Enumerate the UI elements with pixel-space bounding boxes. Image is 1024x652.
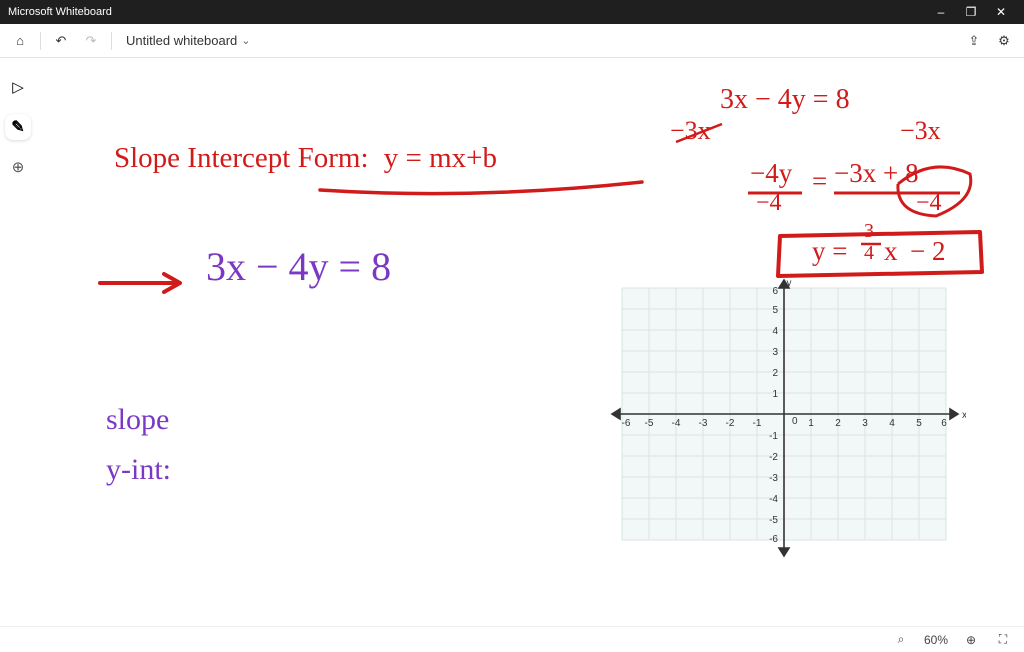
svg-text:-3: -3 (699, 418, 708, 429)
home-button[interactable]: ⌂ (8, 29, 32, 53)
window-titlebar: Microsoft Whiteboard – ❐ ✕ (0, 0, 1024, 24)
maximize-button[interactable]: ❐ (956, 5, 986, 19)
redo-icon: ↷ (86, 33, 97, 49)
toolbar-separator (40, 32, 41, 50)
toolbar-separator (111, 32, 112, 50)
undo-button[interactable]: ↶ (49, 29, 73, 53)
svg-text:-1: -1 (769, 431, 778, 442)
svg-text:5: 5 (916, 418, 922, 429)
ink-work-line2b: −3x (900, 116, 941, 146)
svg-text:0: 0 (792, 416, 798, 427)
svg-text:4: 4 (772, 326, 778, 337)
undo-icon: ↶ (56, 33, 67, 49)
svg-text:1: 1 (772, 389, 778, 400)
ink-text-slope-label: slope (106, 403, 169, 437)
zoom-level: 60% (924, 633, 948, 647)
svg-text:-1: -1 (753, 418, 762, 429)
ink-tool[interactable]: ✎ (5, 114, 31, 140)
settings-button[interactable]: ⚙ (992, 29, 1016, 53)
ink-underline (316, 176, 646, 200)
select-tool[interactable]: ▷ (5, 74, 31, 100)
svg-text:4: 4 (889, 418, 895, 429)
redo-button[interactable]: ↷ (79, 29, 103, 53)
svg-text:6: 6 (772, 286, 778, 297)
coordinate-grid: y x 0 -1 -2 -3 -4 -5 -6 1 2 3 4 5 6 1 2 3 4 5 6 -1 -2 -3 -… (606, 278, 966, 568)
svg-text:-2: -2 (769, 452, 778, 463)
zoom-search-button[interactable]: ⌕ (892, 631, 910, 649)
svg-text:-3: -3 (769, 473, 778, 484)
app-toolbar: ⌂ ↶ ↷ Untitled whiteboard ⌄ ⇪ ⚙ (0, 24, 1024, 58)
fit-icon: ⛶ (999, 632, 1007, 647)
ink-arrow (94, 268, 194, 298)
whiteboard-canvas[interactable]: Slope Intercept Form: y = mx+b 3x − 4y =… (36, 58, 1024, 626)
close-button[interactable]: ✕ (986, 5, 1016, 19)
svg-text:-4: -4 (672, 418, 681, 429)
ink-work-eq: = (812, 166, 827, 197)
svg-text:-4: -4 (769, 494, 778, 505)
ink-circle-scribble (892, 154, 978, 224)
pen-icon: ✎ (11, 117, 24, 137)
add-tool[interactable]: ⊕ (5, 154, 31, 180)
ink-work-line1: 3x − 4y = 8 (720, 84, 850, 116)
svg-text:-5: -5 (769, 515, 778, 526)
svg-text:5: 5 (772, 305, 778, 316)
cursor-icon: ▷ (12, 78, 24, 96)
document-name: Untitled whiteboard (126, 33, 237, 48)
window-title: Microsoft Whiteboard (8, 6, 926, 18)
svg-text:x: x (962, 410, 966, 421)
svg-text:-5: -5 (645, 418, 654, 429)
side-toolbar: ▷ ✎ ⊕ (0, 58, 36, 180)
gear-icon: ⚙ (998, 33, 1010, 49)
svg-text:2: 2 (772, 368, 778, 379)
plus-circle-icon: ⊕ (12, 158, 25, 176)
ink-text-title: Slope Intercept Form: y = mx+b (114, 142, 497, 175)
minimize-button[interactable]: – (926, 5, 956, 19)
status-bar: ⌕ 60% ⊕ ⛶ (0, 626, 1024, 652)
zoom-in-icon: ⊕ (966, 633, 976, 647)
svg-text:-6: -6 (769, 534, 778, 545)
svg-text:1: 1 (808, 418, 814, 429)
ink-work-numL: −4y (750, 158, 792, 189)
svg-text:-6: -6 (622, 418, 631, 429)
svg-text:6: 6 (941, 418, 947, 429)
fit-screen-button[interactable]: ⛶ (994, 631, 1012, 649)
svg-text:3: 3 (772, 347, 778, 358)
ink-strike (672, 118, 726, 148)
ink-text-yint-label: y-int: (106, 453, 171, 487)
home-icon: ⌂ (16, 33, 24, 48)
ink-work-denL: −4 (756, 190, 782, 217)
chevron-down-icon: ⌄ (241, 34, 250, 47)
ink-answer-box (774, 226, 988, 282)
search-icon: ⌕ (898, 632, 905, 647)
share-button[interactable]: ⇪ (962, 29, 986, 53)
svg-text:y: y (787, 278, 792, 289)
ink-text-equation: 3x − 4y = 8 (206, 243, 391, 290)
share-icon: ⇪ (969, 33, 980, 49)
document-name-dropdown[interactable]: Untitled whiteboard ⌄ (120, 33, 257, 48)
zoom-in-button[interactable]: ⊕ (962, 631, 980, 649)
svg-text:2: 2 (835, 418, 841, 429)
svg-text:-2: -2 (726, 418, 735, 429)
svg-text:3: 3 (862, 418, 868, 429)
